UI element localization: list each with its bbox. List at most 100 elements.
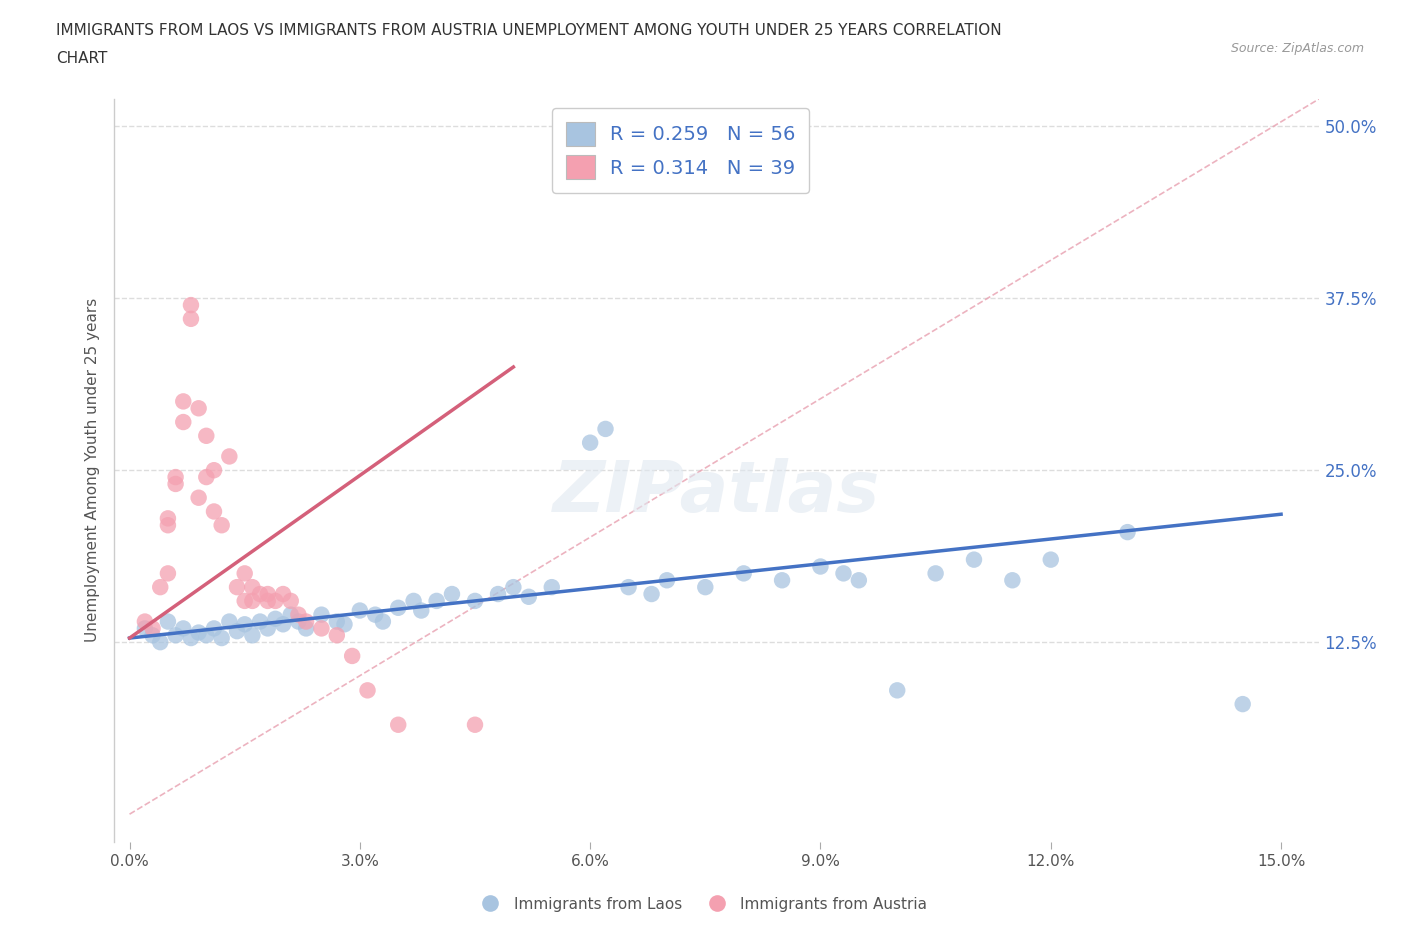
Point [411,603,433,618]
Point [226,624,249,639]
Legend: R = 0.259   N = 56, R = 0.314   N = 39: R = 0.259 N = 56, R = 0.314 N = 39 [553,109,810,193]
Point [142,628,165,643]
Point [924,566,946,581]
Point [149,579,172,594]
Point [195,470,218,485]
Point [1001,573,1024,588]
Point [655,573,678,588]
Point [233,566,256,581]
Point [271,617,294,631]
Point [333,617,356,631]
Point [264,611,287,626]
Legend: Immigrants from Laos, Immigrants from Austria: Immigrants from Laos, Immigrants from Au… [472,891,934,918]
Point [464,717,486,732]
Point [271,587,294,602]
Point [249,614,271,629]
Point [486,587,509,602]
Point [165,476,187,491]
Point [387,601,409,616]
Point [233,617,256,631]
Point [142,621,165,636]
Point [165,628,187,643]
Point [502,579,524,594]
Point [440,587,463,602]
Point [156,614,179,629]
Point [233,593,256,608]
Point [240,628,263,643]
Point [517,590,540,604]
Point [886,683,908,698]
Point [311,607,333,622]
Point [402,593,425,608]
Point [579,435,602,450]
Point [364,607,387,622]
Point [595,421,617,436]
Point [240,579,263,594]
Point [464,593,486,608]
Point [211,518,233,533]
Point [280,607,302,622]
Point [371,614,394,629]
Point [387,717,409,732]
Point [256,587,278,602]
Point [295,614,318,629]
Point [733,566,755,581]
Point [226,579,249,594]
Point [240,593,263,608]
Point [165,470,187,485]
Point [349,603,371,618]
Point [963,552,986,567]
Point [180,298,202,312]
Point [202,463,225,478]
Point [295,621,318,636]
Point [172,394,194,409]
Point [848,573,870,588]
Point [617,579,640,594]
Point [202,621,225,636]
Text: Source: ZipAtlas.com: Source: ZipAtlas.com [1230,42,1364,55]
Point [187,625,209,640]
Point [202,504,225,519]
Point [1039,552,1062,567]
Point [264,593,287,608]
Point [156,566,179,581]
Point [426,593,449,608]
Point [326,628,349,643]
Point [218,614,240,629]
Point [832,566,855,581]
Point [218,449,240,464]
Point [195,628,218,643]
Point [172,415,194,430]
Point [180,631,202,645]
Point [287,614,309,629]
Point [1232,697,1254,711]
Point [256,621,278,636]
Point [256,593,278,608]
Point [180,312,202,326]
Point [156,511,179,525]
Point [356,683,378,698]
Point [187,401,209,416]
Point [810,559,832,574]
Point [287,607,309,622]
Point [340,648,363,663]
Point [280,593,302,608]
Point [134,614,156,629]
Point [134,621,156,636]
Point [311,621,333,636]
Text: ZIPatlas: ZIPatlas [553,458,880,527]
Point [695,579,717,594]
Y-axis label: Unemployment Among Youth under 25 years: Unemployment Among Youth under 25 years [86,299,100,643]
Point [149,635,172,650]
Point [540,579,562,594]
Point [195,429,218,444]
Point [249,587,271,602]
Point [1116,525,1139,539]
Point [172,621,194,636]
Point [770,573,793,588]
Text: IMMIGRANTS FROM LAOS VS IMMIGRANTS FROM AUSTRIA UNEMPLOYMENT AMONG YOUTH UNDER 2: IMMIGRANTS FROM LAOS VS IMMIGRANTS FROM … [56,23,1002,38]
Point [187,490,209,505]
Point [326,614,349,629]
Text: CHART: CHART [56,51,108,66]
Point [156,518,179,533]
